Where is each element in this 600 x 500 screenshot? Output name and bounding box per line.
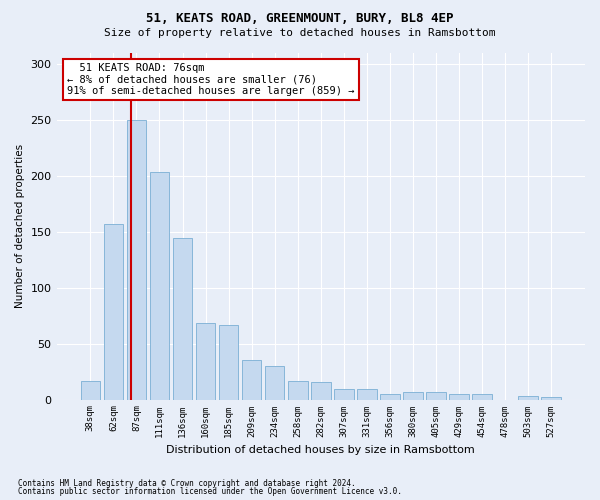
Text: 51 KEATS ROAD: 76sqm
← 8% of detached houses are smaller (76)
91% of semi-detach: 51 KEATS ROAD: 76sqm ← 8% of detached ho… bbox=[67, 63, 355, 96]
Text: Size of property relative to detached houses in Ramsbottom: Size of property relative to detached ho… bbox=[104, 28, 496, 38]
Bar bbox=[426, 392, 446, 400]
Bar bbox=[380, 394, 400, 400]
Bar bbox=[311, 382, 331, 400]
Bar bbox=[288, 380, 308, 400]
Bar bbox=[196, 324, 215, 400]
Bar bbox=[242, 360, 262, 400]
Bar bbox=[265, 366, 284, 400]
Bar bbox=[173, 238, 193, 400]
Bar bbox=[472, 394, 492, 400]
Bar bbox=[219, 324, 238, 400]
Bar bbox=[449, 394, 469, 400]
Bar bbox=[541, 398, 561, 400]
Text: Contains public sector information licensed under the Open Government Licence v3: Contains public sector information licen… bbox=[18, 487, 402, 496]
Bar bbox=[149, 172, 169, 400]
Bar bbox=[80, 380, 100, 400]
Text: Contains HM Land Registry data © Crown copyright and database right 2024.: Contains HM Land Registry data © Crown c… bbox=[18, 478, 356, 488]
Bar bbox=[357, 390, 377, 400]
Bar bbox=[104, 224, 123, 400]
Text: 51, KEATS ROAD, GREENMOUNT, BURY, BL8 4EP: 51, KEATS ROAD, GREENMOUNT, BURY, BL8 4E… bbox=[146, 12, 454, 26]
Bar bbox=[403, 392, 423, 400]
X-axis label: Distribution of detached houses by size in Ramsbottom: Distribution of detached houses by size … bbox=[166, 445, 475, 455]
Bar bbox=[334, 390, 353, 400]
Y-axis label: Number of detached properties: Number of detached properties bbox=[15, 144, 25, 308]
Bar bbox=[518, 396, 538, 400]
Bar bbox=[127, 120, 146, 400]
